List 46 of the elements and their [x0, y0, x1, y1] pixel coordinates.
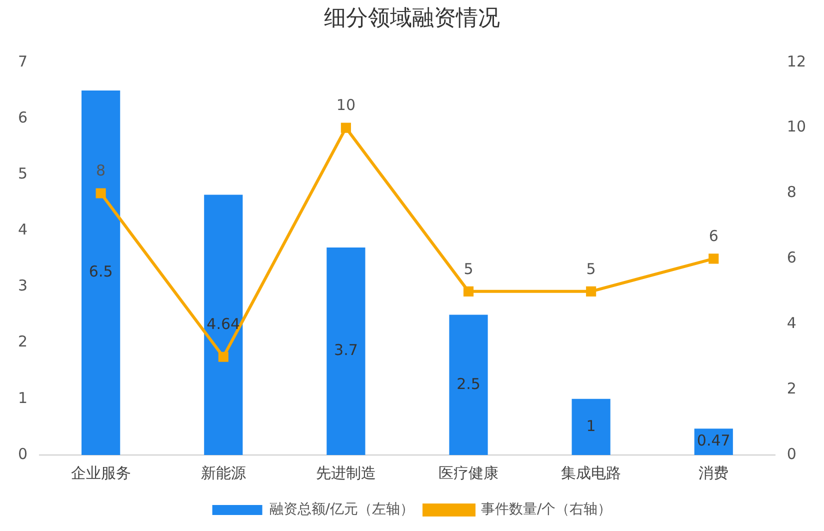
data-label: 3.7 [334, 341, 358, 360]
x-tick-label: 先进制造 [316, 464, 376, 482]
y2-tick-label: 8 [786, 183, 796, 202]
legend-label: 事件数量/个（右轴） [481, 502, 612, 518]
x-tick-label: 医疗健康 [438, 464, 499, 482]
y2-tick-label: 0 [786, 444, 796, 463]
point [586, 286, 596, 296]
data-label: 1 [586, 416, 596, 435]
data-label: 5 [586, 260, 596, 278]
y-tick-label: 4 [18, 220, 28, 239]
data-label: 0.47 [696, 432, 730, 450]
y2-tick-label: 12 [786, 52, 806, 70]
x-tick-label: 消费 [698, 464, 729, 482]
bar [572, 398, 610, 455]
x-tick-label: 企业服务 [70, 464, 131, 482]
point [218, 352, 228, 362]
chart-title: 细分领域融资情况 [324, 6, 500, 31]
y-tick-label: 1 [18, 388, 28, 407]
y2-tick-label: 2 [786, 379, 796, 398]
data-label: 2.5 [456, 374, 480, 393]
y-tick-label: 0 [18, 444, 28, 463]
point [340, 122, 351, 133]
data-label: 4.64 [206, 314, 240, 333]
y2-tick-label: 10 [786, 118, 806, 136]
y-tick-label: 7 [18, 52, 28, 70]
point [96, 188, 106, 198]
point [708, 254, 719, 264]
data-label: 8 [96, 162, 106, 180]
bar [449, 314, 488, 455]
y2-tick-label: 6 [786, 248, 796, 267]
legend-label: 融资总额/亿元（左轴） [269, 502, 414, 518]
y-tick-label: 5 [18, 164, 28, 182]
data-label: 5 [464, 260, 474, 278]
y2-tick-label: 4 [786, 314, 796, 332]
y-tick-label: 6 [18, 108, 28, 126]
y-tick-label: 3 [18, 276, 28, 295]
data-label: 10 [336, 96, 356, 114]
data-label: 6.5 [88, 262, 113, 281]
bar [326, 247, 366, 455]
x-tick-label: 新能源 [200, 464, 246, 482]
data-label: 6 [708, 227, 718, 246]
y-tick-label: 2 [18, 332, 28, 351]
bar [82, 90, 120, 455]
point [463, 286, 474, 296]
bar [204, 194, 243, 455]
x-tick-label: 集成电路 [561, 464, 622, 482]
